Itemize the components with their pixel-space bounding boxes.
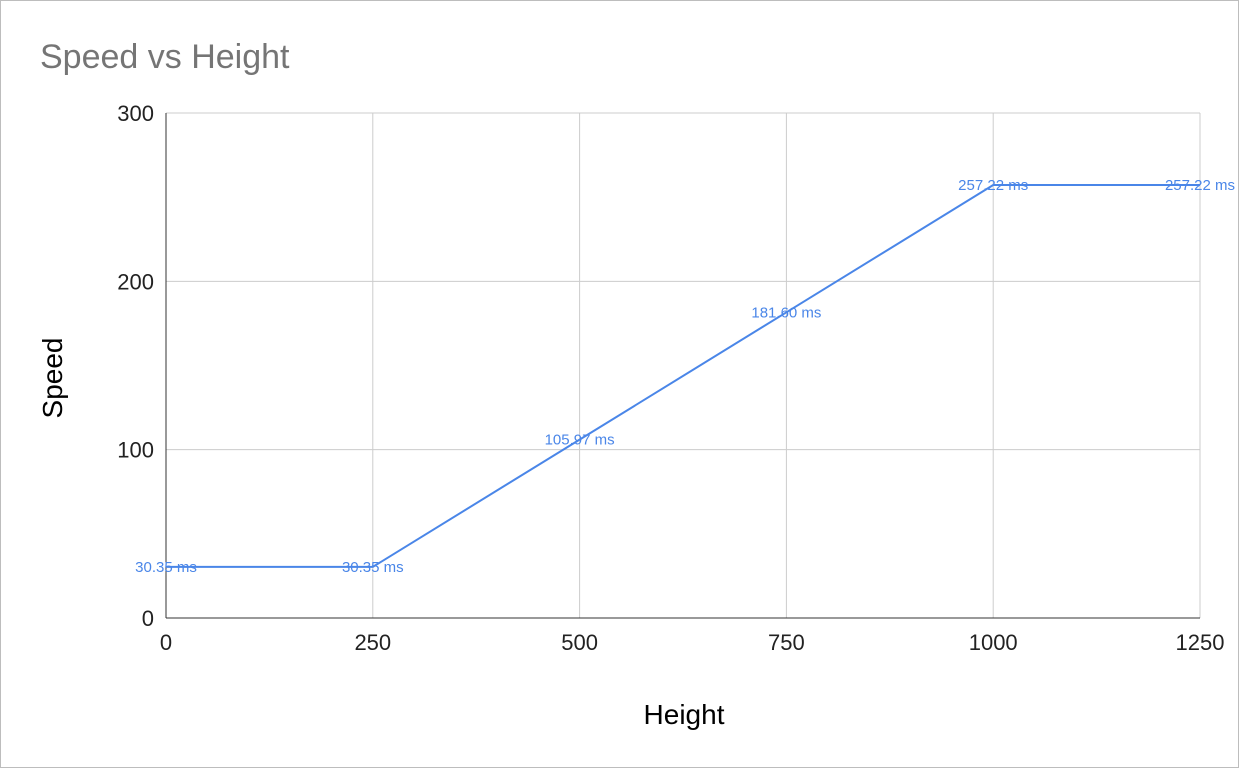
y-tick-label: 200 <box>117 269 154 294</box>
data-label: 257.22 ms <box>1165 177 1235 194</box>
axes <box>165 113 1200 619</box>
data-label: 30.35 ms <box>342 559 404 576</box>
data-label: 257.22 ms <box>958 177 1028 194</box>
data-label: 30.35 ms <box>135 559 197 576</box>
series <box>166 184 1200 568</box>
series-line <box>166 184 1200 568</box>
y-tick-label: 0 <box>142 606 154 631</box>
x-tick-label: 250 <box>354 630 391 655</box>
y-axis-title: Speed <box>37 338 68 419</box>
x-tick-label: 750 <box>768 630 805 655</box>
data-labels: 30.35 ms 30.35 ms 105.97 ms 181.60 ms 257.22… <box>135 177 1235 576</box>
data-label: 105.97 ms <box>545 432 615 449</box>
x-axis-title: Height <box>644 699 725 730</box>
x-tick-label: 1250 <box>1176 630 1225 655</box>
x-tick-label: 0 <box>160 630 172 655</box>
x-tick-label: 500 <box>561 630 598 655</box>
tick-labels: 0 250 500 750 1000 1250 0 100 200 300 <box>117 101 1224 655</box>
data-label: 181.60 ms <box>751 304 821 321</box>
chart-title: Speed vs Height <box>40 38 290 76</box>
y-tick-label: 100 <box>117 438 154 463</box>
y-tick-label: 300 <box>117 101 154 126</box>
grid <box>166 112 1201 618</box>
x-tick-label: 1000 <box>969 630 1018 655</box>
